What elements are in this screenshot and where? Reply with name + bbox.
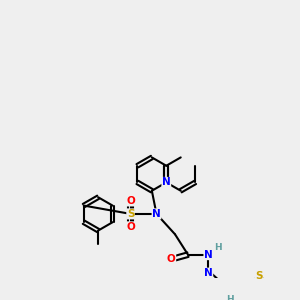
Text: N: N <box>162 177 171 188</box>
Text: O: O <box>167 254 176 264</box>
Text: S: S <box>256 271 263 281</box>
Text: H: H <box>214 243 221 252</box>
Text: N: N <box>152 209 161 219</box>
Text: N: N <box>204 268 213 278</box>
Text: S: S <box>127 209 134 219</box>
Text: O: O <box>126 196 135 206</box>
Text: N: N <box>204 250 213 260</box>
Text: O: O <box>126 222 135 232</box>
Text: H: H <box>226 295 233 300</box>
